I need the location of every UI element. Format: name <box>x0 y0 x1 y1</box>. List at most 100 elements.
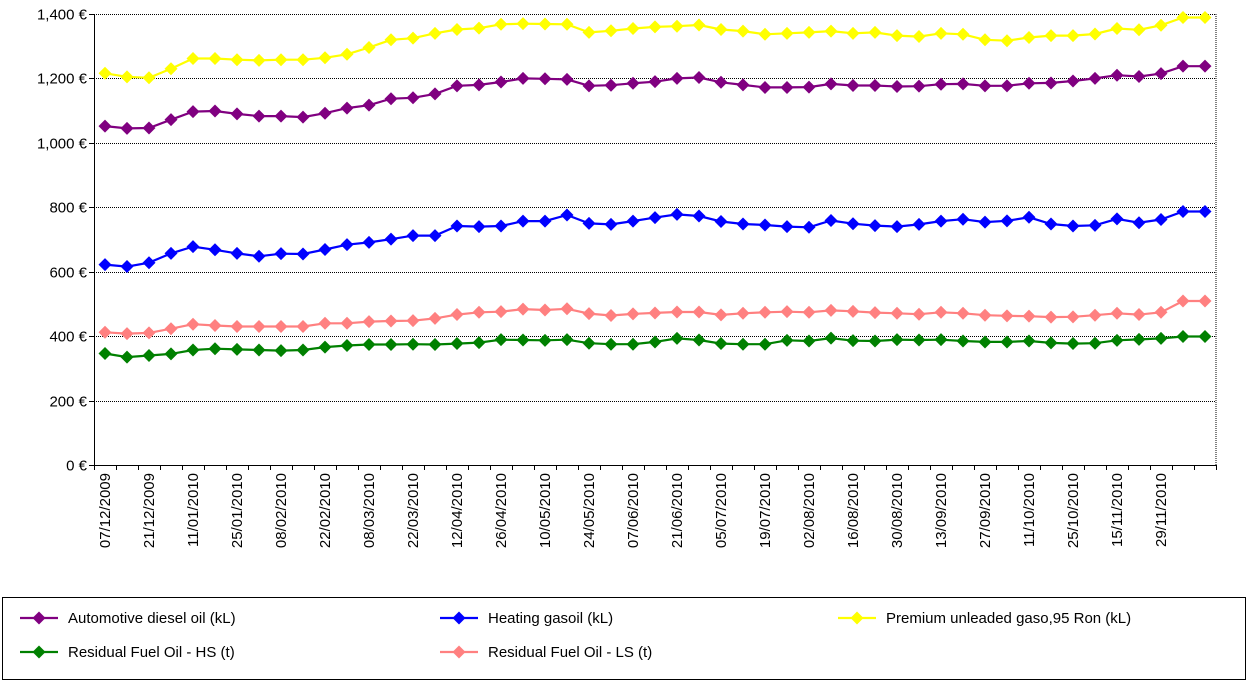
data-point <box>1176 11 1190 25</box>
data-point <box>428 26 442 40</box>
data-point <box>164 62 178 76</box>
data-point <box>582 25 596 39</box>
data-point <box>626 337 640 351</box>
data-point <box>1154 331 1168 345</box>
data-point <box>780 305 794 319</box>
data-point <box>890 306 904 320</box>
x-tick-label: 25/01/2010 <box>229 473 246 548</box>
data-point <box>252 249 266 263</box>
data-point <box>428 87 442 101</box>
data-point <box>604 24 618 38</box>
data-point <box>648 75 662 89</box>
data-point <box>318 316 332 330</box>
data-point <box>318 51 332 65</box>
data-point <box>714 22 728 36</box>
data-point <box>1000 335 1014 349</box>
data-point <box>626 21 640 35</box>
data-point <box>648 306 662 320</box>
legend-item: Heating gasoil (kL) <box>440 610 613 627</box>
data-point <box>450 219 464 233</box>
data-point <box>956 306 970 320</box>
data-point <box>538 333 552 347</box>
data-point <box>560 333 574 347</box>
data-point <box>340 101 354 115</box>
data-point <box>714 214 728 228</box>
data-point <box>494 17 508 31</box>
data-point <box>670 19 684 33</box>
x-tick-label: 13/09/2010 <box>933 473 950 548</box>
data-point <box>912 79 926 93</box>
data-point <box>164 246 178 260</box>
data-point <box>296 247 310 261</box>
data-point <box>450 337 464 351</box>
y-tick-label: 200 € <box>49 394 87 411</box>
data-point <box>978 33 992 47</box>
data-point <box>978 215 992 229</box>
data-point <box>890 220 904 234</box>
data-point <box>296 110 310 124</box>
x-tick-label: 07/06/2010 <box>625 473 642 548</box>
data-point <box>1000 79 1014 93</box>
data-point <box>802 334 816 348</box>
data-point <box>538 17 552 31</box>
data-point <box>1176 329 1190 343</box>
data-point <box>626 76 640 90</box>
data-point <box>296 53 310 67</box>
data-point <box>120 260 134 274</box>
data-point <box>648 335 662 349</box>
data-point <box>1198 329 1212 343</box>
legend: Automotive diesel oil (kL) Heating gasoil… <box>2 597 1246 680</box>
data-point <box>736 306 750 320</box>
data-point <box>890 29 904 43</box>
data-point <box>98 66 112 80</box>
data-point <box>274 247 288 261</box>
data-point <box>1066 337 1080 351</box>
data-point <box>1110 212 1124 226</box>
data-point <box>1066 29 1080 43</box>
data-point <box>670 207 684 221</box>
data-point <box>406 31 420 45</box>
data-point <box>1000 309 1014 323</box>
data-point <box>780 333 794 347</box>
x-tick-label: 29/11/2010 <box>1153 473 1170 547</box>
data-point <box>450 79 464 93</box>
data-point <box>494 333 508 347</box>
data-point <box>472 336 486 350</box>
data-point <box>582 307 596 321</box>
data-point <box>582 79 596 93</box>
data-point <box>934 305 948 319</box>
x-tick-label: 22/02/2010 <box>317 473 334 548</box>
data-point <box>230 319 244 333</box>
data-point <box>406 337 420 351</box>
x-tick-label: 12/04/2010 <box>449 473 466 548</box>
x-tick-label: 25/10/2010 <box>1065 473 1082 548</box>
data-point <box>362 338 376 352</box>
data-point <box>802 25 816 39</box>
data-point <box>780 220 794 234</box>
data-point <box>692 333 706 347</box>
data-point <box>758 337 772 351</box>
data-point <box>142 121 156 135</box>
data-point <box>230 246 244 260</box>
legend-item: Automotive diesel oil (kL) <box>20 610 236 627</box>
x-tick-label: 26/04/2010 <box>493 473 510 548</box>
data-point <box>670 331 684 345</box>
data-point <box>362 315 376 329</box>
data-point <box>538 72 552 86</box>
data-point <box>824 24 838 38</box>
data-point <box>384 338 398 352</box>
x-tick-label: 22/03/2010 <box>405 473 422 548</box>
data-point <box>164 347 178 361</box>
x-tick-label: 07/12/2009 <box>97 473 114 548</box>
data-point <box>1022 210 1036 224</box>
data-point <box>934 333 948 347</box>
data-point <box>736 24 750 38</box>
data-point <box>1154 18 1168 32</box>
x-tick-label: 21/06/2010 <box>669 473 686 548</box>
data-point <box>516 333 530 347</box>
data-point <box>560 302 574 316</box>
legend-swatch-marker <box>452 611 466 625</box>
data-point <box>1198 294 1212 308</box>
data-point <box>560 208 574 222</box>
